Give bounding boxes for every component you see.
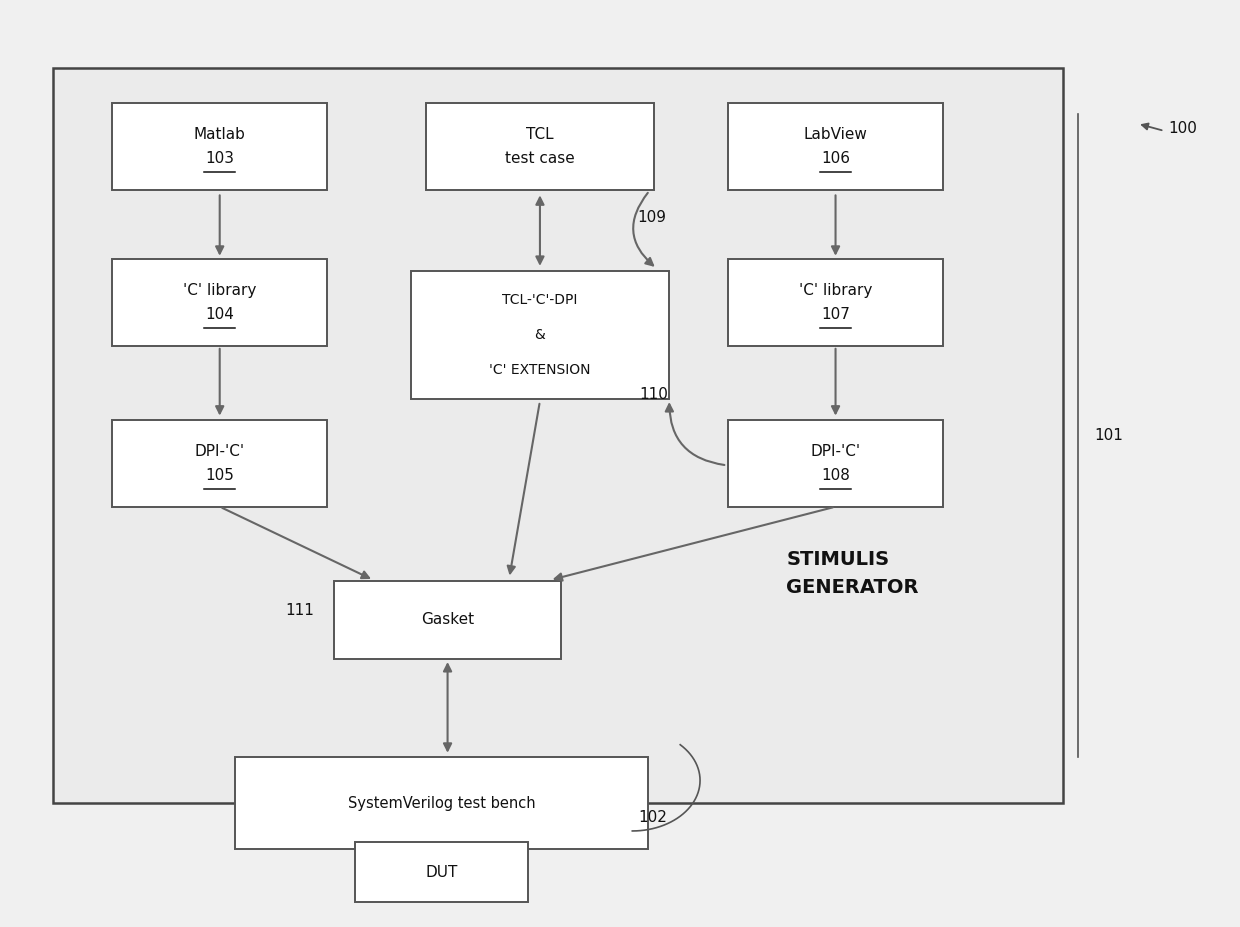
FancyBboxPatch shape [728, 103, 944, 190]
Text: 103: 103 [205, 151, 234, 166]
FancyBboxPatch shape [355, 843, 528, 902]
Text: test case: test case [505, 151, 575, 166]
Bar [53, 69, 1064, 804]
Text: Matlab: Matlab [193, 127, 246, 142]
Text: 109: 109 [637, 210, 666, 224]
Text: 104: 104 [206, 308, 234, 323]
Text: 110: 110 [640, 387, 668, 402]
FancyBboxPatch shape [410, 271, 670, 400]
FancyBboxPatch shape [728, 420, 944, 507]
Text: 111: 111 [285, 603, 314, 618]
Text: DPI-'C': DPI-'C' [811, 444, 861, 459]
Text: &: & [534, 328, 546, 342]
Text: 106: 106 [821, 151, 851, 166]
Text: DUT: DUT [425, 865, 458, 880]
Text: 100: 100 [1168, 121, 1197, 135]
FancyBboxPatch shape [112, 260, 327, 347]
Text: DPI-'C': DPI-'C' [195, 444, 244, 459]
Text: 'C' library: 'C' library [184, 283, 257, 298]
Text: TCL-'C'-DPI: TCL-'C'-DPI [502, 293, 578, 307]
Text: TCL: TCL [526, 127, 554, 142]
FancyBboxPatch shape [236, 757, 647, 849]
FancyBboxPatch shape [112, 420, 327, 507]
Text: 105: 105 [206, 468, 234, 483]
Text: 'C' EXTENSION: 'C' EXTENSION [490, 362, 590, 376]
Text: STIMULIS
GENERATOR: STIMULIS GENERATOR [786, 551, 919, 597]
Text: 108: 108 [821, 468, 849, 483]
FancyBboxPatch shape [112, 103, 327, 190]
FancyBboxPatch shape [334, 580, 562, 659]
FancyBboxPatch shape [427, 103, 653, 190]
Text: LabView: LabView [804, 127, 868, 142]
Text: Gasket: Gasket [422, 612, 474, 628]
Text: SystemVerilog test bench: SystemVerilog test bench [347, 796, 536, 811]
Text: 107: 107 [821, 308, 849, 323]
FancyBboxPatch shape [728, 260, 944, 347]
Text: 101: 101 [1094, 428, 1123, 443]
Text: 'C' library: 'C' library [799, 283, 872, 298]
Text: 102: 102 [639, 809, 667, 825]
